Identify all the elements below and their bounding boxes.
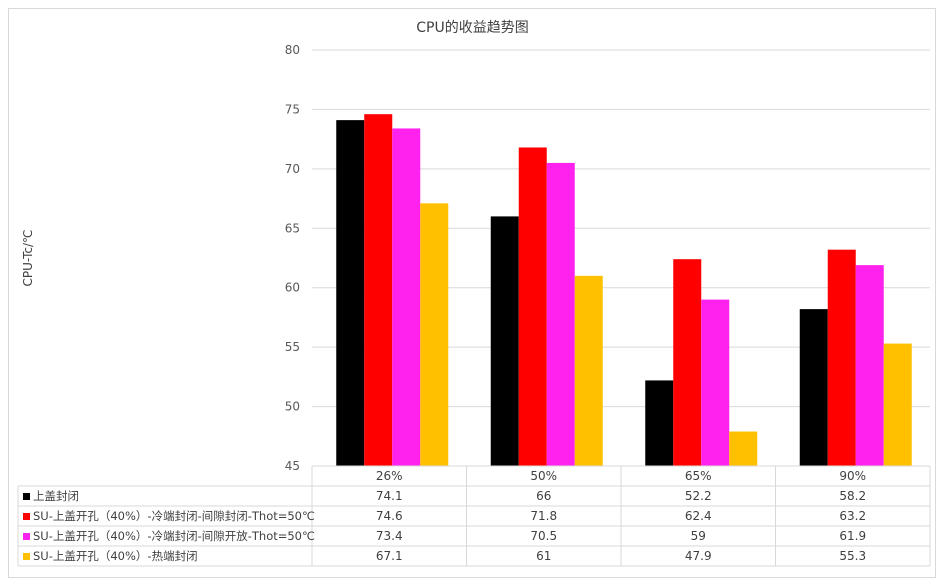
data-table: 26% 50% 65% 90% 上盖封闭 74.1 66 52.2 58.2 SU-上盖开孔（40… <box>17 465 931 567</box>
data-label: 47.9 <box>685 549 712 563</box>
data-label: 70.5 <box>530 529 557 543</box>
bar <box>729 431 758 466</box>
chart-frame <box>8 8 936 578</box>
x-tick-label: 26% <box>376 469 403 483</box>
data-label: 61.9 <box>839 529 866 543</box>
legend-swatch <box>23 553 30 560</box>
data-label: 55.3 <box>839 549 866 563</box>
legend-swatch <box>23 513 30 520</box>
bars <box>336 114 912 466</box>
y-tick-label: 60 <box>285 281 300 295</box>
y-tick-label: 65 <box>285 221 300 235</box>
data-label: 71.8 <box>530 509 557 523</box>
y-tick-labels: 45 50 55 60 65 70 75 80 <box>285 43 300 473</box>
data-label: 67.1 <box>376 549 403 563</box>
y-tick-label: 55 <box>285 340 300 354</box>
legend-swatch <box>23 493 30 500</box>
data-label: 74.1 <box>376 489 403 503</box>
legend-entry: SU-上盖开孔（40%）-冷端封闭-间隙封闭-Thot=50℃ <box>33 509 315 523</box>
bar <box>883 343 912 466</box>
bar <box>546 162 575 466</box>
y-tick-label: 50 <box>285 400 300 414</box>
bar <box>855 265 884 466</box>
bar <box>645 380 674 466</box>
bar <box>701 299 730 466</box>
legend-swatch <box>23 533 30 540</box>
bar <box>574 275 603 466</box>
data-label: 52.2 <box>685 489 712 503</box>
bar <box>827 249 856 466</box>
bar <box>490 216 519 466</box>
bar <box>673 259 702 466</box>
bar <box>799 309 828 466</box>
chart-title: CPU的收益趋势图 <box>416 20 529 36</box>
x-tick-label: 65% <box>685 469 712 483</box>
bar <box>420 203 449 466</box>
bar <box>336 120 365 466</box>
data-label: 74.6 <box>376 509 403 523</box>
data-label: 61 <box>536 549 551 563</box>
legend-entry: SU-上盖开孔（40%）-冷端封闭-间隙开放-Thot=50℃ <box>33 529 315 543</box>
legend-entry: 上盖封闭 <box>33 489 79 503</box>
bar <box>392 128 421 466</box>
x-tick-label: 90% <box>839 469 866 483</box>
bar <box>518 147 547 466</box>
data-label: 63.2 <box>839 509 866 523</box>
data-label: 66 <box>536 489 551 503</box>
x-tick-label: 50% <box>530 469 557 483</box>
y-tick-label: 70 <box>285 162 300 176</box>
data-label: 59 <box>691 529 706 543</box>
legend-entry: SU-上盖开孔（40%）-热端封闭 <box>33 549 198 563</box>
y-tick-label: 45 <box>285 459 300 473</box>
data-label: 58.2 <box>839 489 866 503</box>
y-tick-label: 80 <box>285 43 300 57</box>
bar <box>364 114 393 466</box>
data-label: 62.4 <box>685 509 712 523</box>
y-tick-label: 75 <box>285 102 300 116</box>
data-label: 73.4 <box>376 529 403 543</box>
